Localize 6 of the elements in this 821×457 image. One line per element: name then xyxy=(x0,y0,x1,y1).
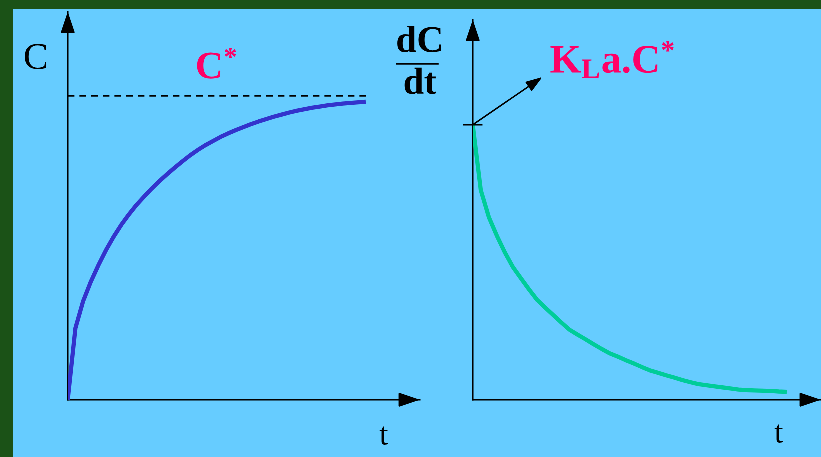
y-axis-title: C xyxy=(25,44,46,70)
x-axis-title: t xyxy=(774,424,784,443)
text: K$_{L}$a.C$^{*}$ xyxy=(550,41,674,78)
x-axis-title: t xyxy=(380,426,388,445)
y-axis-title: dC dt xyxy=(398,26,442,94)
ref-line-label: C$^{*}$ xyxy=(197,48,236,79)
